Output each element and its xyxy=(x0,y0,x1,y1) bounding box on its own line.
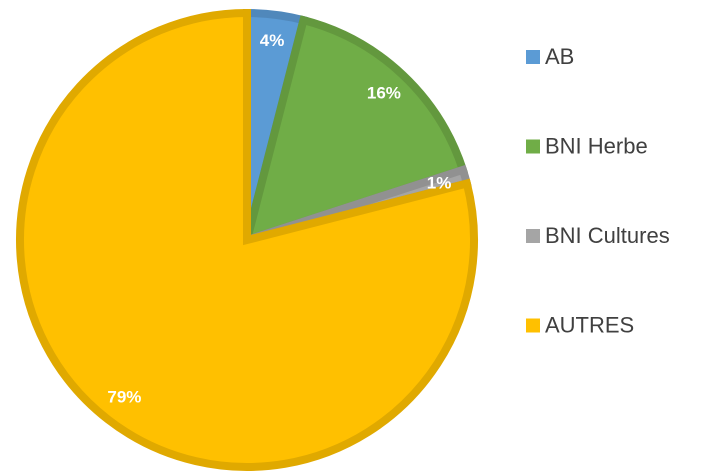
legend-label: AUTRES xyxy=(545,312,634,337)
data-label: 16% xyxy=(367,84,401,103)
data-label: 79% xyxy=(107,388,141,407)
legend-swatch xyxy=(526,139,540,154)
legend-label: AB xyxy=(545,44,574,69)
legend-swatch xyxy=(526,229,540,243)
legend-label: BNI Cultures xyxy=(545,223,670,248)
data-label: 1% xyxy=(427,174,452,193)
legend-label: BNI Herbe xyxy=(545,133,648,158)
legend-swatch xyxy=(526,318,540,333)
pie-slice xyxy=(16,8,478,471)
legend-swatch xyxy=(526,50,540,64)
data-label: 4% xyxy=(260,31,285,50)
